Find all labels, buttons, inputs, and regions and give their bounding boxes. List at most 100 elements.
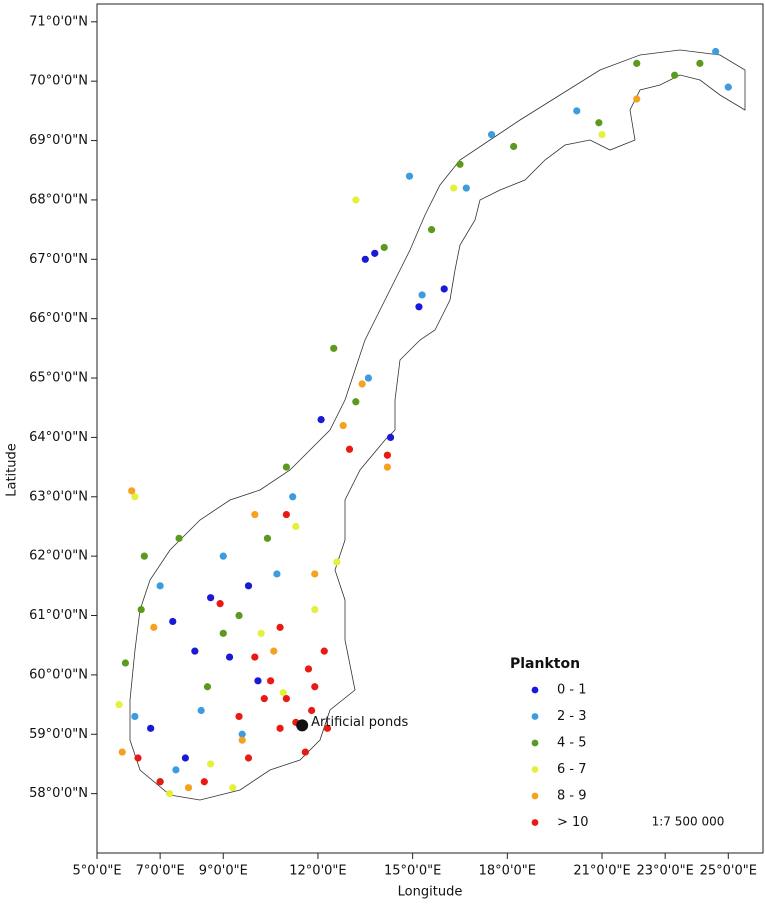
legend-swatch [531,713,539,720]
data-point [244,754,253,762]
data-point [456,160,464,168]
data-point [131,712,139,721]
data-point [724,83,732,91]
data-point [181,754,189,762]
data-point [358,380,366,388]
data-point [169,617,177,626]
data-point [251,653,259,661]
data-point [147,724,155,732]
data-point [134,754,142,762]
data-point [380,243,388,252]
data-point [270,647,278,655]
legend-label: 8 - 9 [557,789,587,804]
data-point [229,784,237,792]
data-point [165,790,174,798]
country-outline [129,49,746,801]
data-point [267,677,275,685]
legend-label: 0 - 1 [557,683,587,698]
legend-label: 4 - 5 [557,736,587,751]
legend-swatch [531,792,539,800]
data-point [427,226,436,234]
y-axis-label: Latitude [5,443,20,497]
y-tick-label: 71°0'0"N [29,14,88,29]
x-tick-label: 9°0'0"E [199,864,248,879]
x-tick-label: 23°0'0"E [636,864,693,879]
data-point [254,677,262,685]
legend-swatch [531,766,539,773]
data-point [405,172,414,180]
data-point [137,605,145,614]
data-point [671,71,679,79]
data-point [219,552,227,560]
data-point [191,647,199,655]
x-tick-label: 12°0'0"E [289,864,346,879]
y-tick-label: 69°0'0"N [29,133,88,148]
data-point [172,766,180,774]
data-point [311,605,319,614]
y-tick-label: 60°0'0"N [29,667,88,682]
y-tick-label: 70°0'0"N [29,74,88,89]
data-point [440,285,448,293]
legend-label: 6 - 7 [557,762,587,777]
data-point [450,184,458,192]
data-point [364,374,373,382]
data-point [156,582,164,590]
data-point [282,695,290,703]
data-point [317,415,325,424]
data-point [140,552,148,560]
x-axis-label: Longitude [398,885,463,900]
data-point [238,730,246,738]
data-point [118,748,126,756]
data-point [598,131,606,139]
data-point [333,558,341,566]
data-point [197,706,205,715]
data-point [235,712,243,721]
frame [96,3,764,854]
data-point [352,398,360,406]
data-point [386,433,395,442]
y-tick-label: 67°0'0"N [29,252,88,267]
legend-label: 2 - 3 [557,709,587,724]
data-point [115,700,123,709]
scale-text: 1:7 500 000 [652,815,725,829]
data-point [244,582,253,590]
data-point [121,659,130,667]
data-point [383,451,391,459]
data-point [330,344,338,352]
y-tick-label: 58°0'0"N [29,786,88,801]
data-point [207,760,215,768]
data-point [257,629,265,637]
y-tick-label: 62°0'0"N [29,549,88,564]
x-tick-label: 25°0'0"E [700,864,757,879]
data-point [238,736,246,744]
data-point [156,778,164,786]
data-point [273,570,281,578]
data-point [207,594,215,602]
data-point [573,107,581,115]
data-point [311,570,319,578]
data-point [352,196,360,204]
data-point [462,184,470,192]
legend-label: > 10 [557,815,589,830]
data-point [219,629,227,637]
data-point [696,59,704,67]
data-point [235,611,243,620]
data-point [633,59,641,67]
annotation-marker [296,719,309,732]
x-tick-label: 7°0'0"E [136,864,185,879]
data-point [320,647,328,655]
x-tick-label: 18°0'0"E [479,864,536,879]
legend-swatch [531,739,539,747]
data-point [311,683,319,691]
data-point [175,534,183,542]
data-point [282,510,290,519]
data-point [339,421,347,430]
data-point [383,463,391,471]
y-tick-label: 64°0'0"N [29,430,88,445]
x-tick-label: 15°0'0"E [384,864,441,879]
data-point [301,748,309,756]
y-tick-label: 68°0'0"N [29,192,88,207]
data-point [260,695,268,703]
data-point [633,95,641,103]
